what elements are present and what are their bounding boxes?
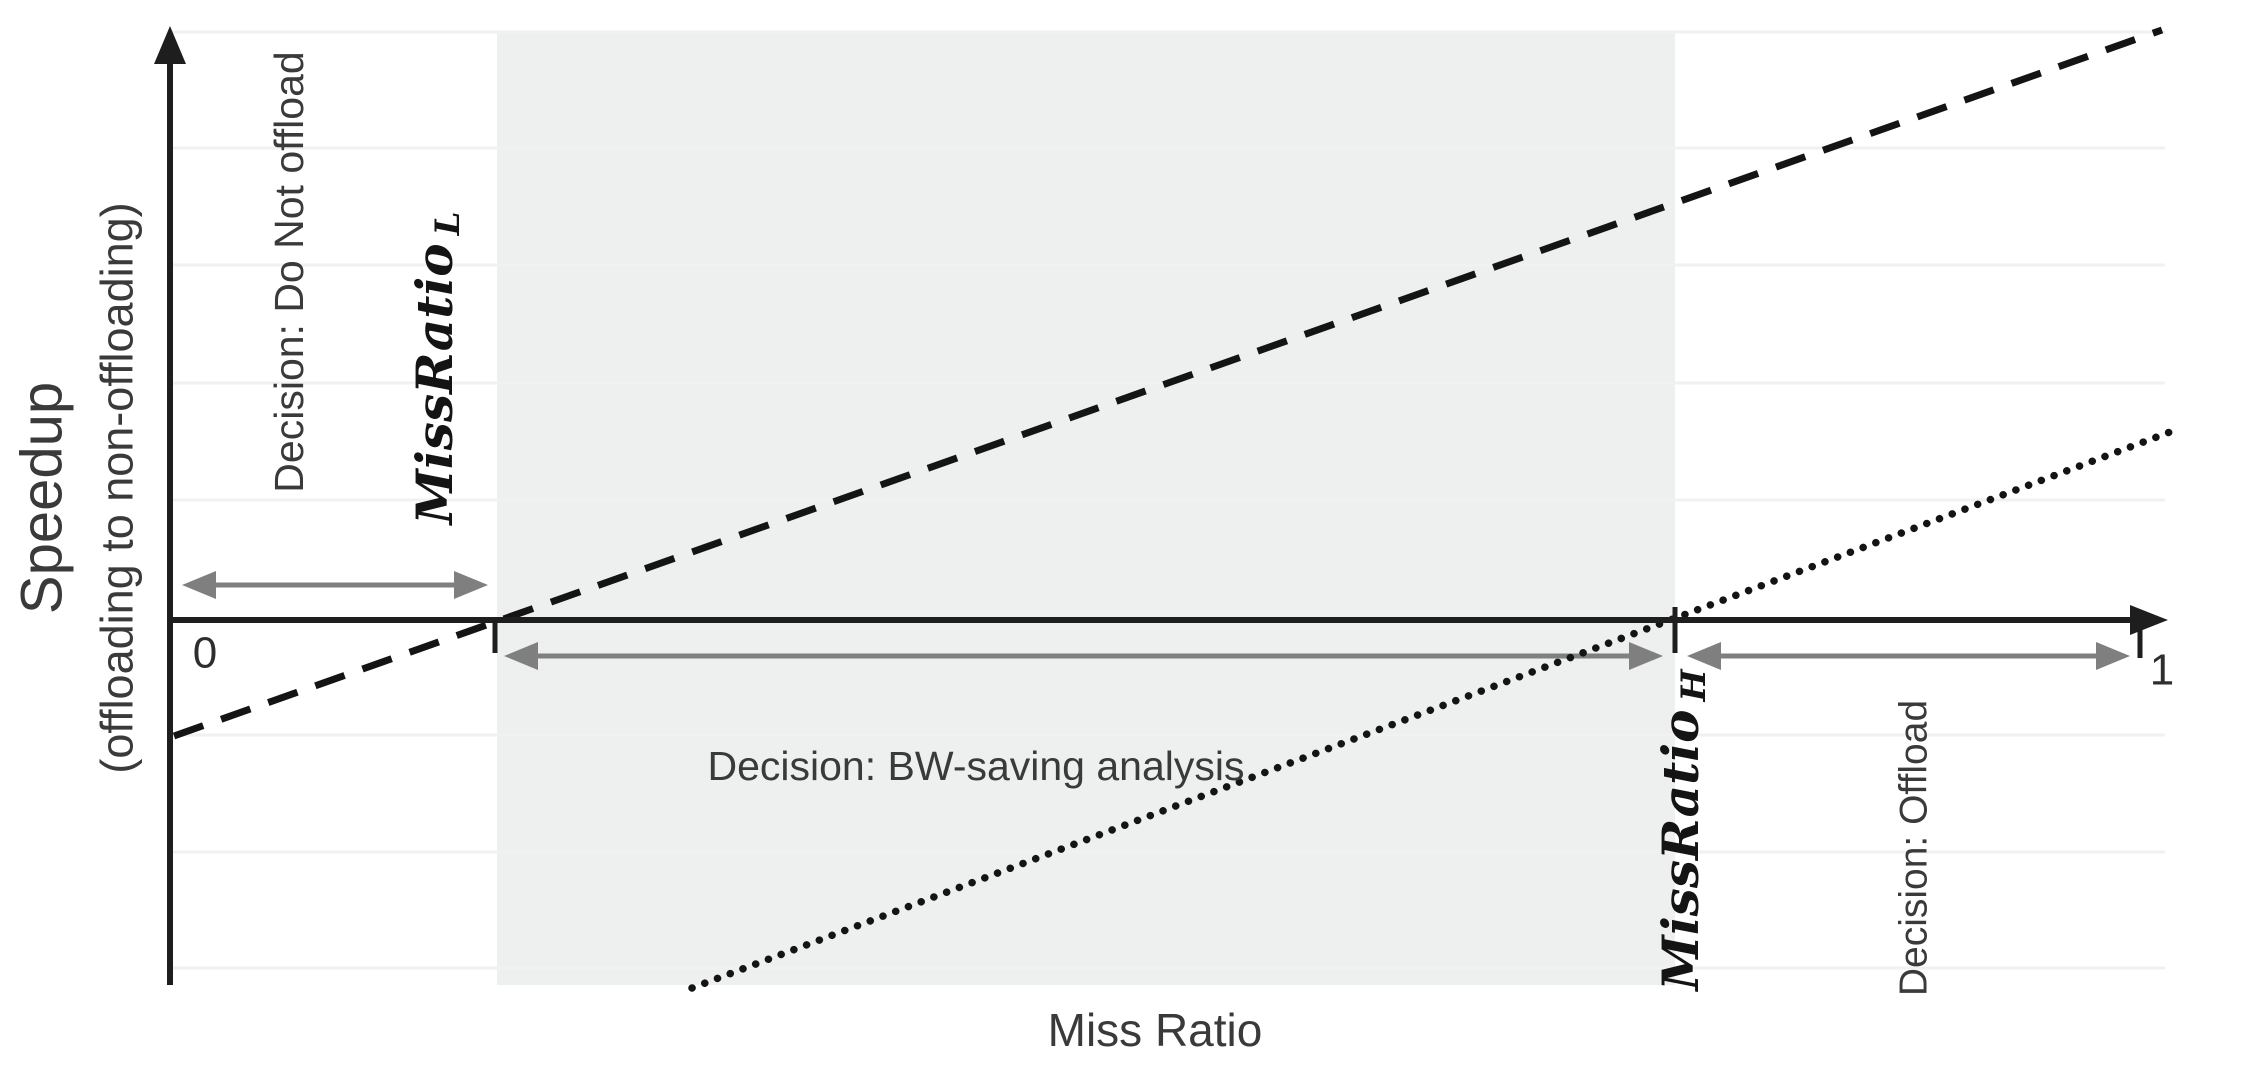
arrowhead-left-icon: [504, 642, 538, 670]
missratio-high-main: MissRatio: [1651, 709, 1710, 992]
y-axis-arrowhead-icon: [154, 26, 186, 64]
gridlines: [172, 30, 2165, 970]
bw-saving-shaded-region: [497, 33, 1675, 985]
dotted-speedup-line: [688, 428, 2174, 992]
axis-arrowheads: [154, 26, 2168, 635]
region-label-do-not-offload: Decision: Do Not offload: [266, 51, 312, 492]
threshold-labels: MissRatio L MissRatio H: [405, 211, 1715, 992]
range-arrowheads: [182, 571, 2130, 670]
arrowhead-left-icon: [182, 571, 216, 599]
arrowhead-left-icon: [1687, 642, 1721, 670]
arrowhead-right-icon: [2096, 642, 2130, 670]
x-tick-label-zero: 0: [193, 629, 217, 678]
labels: Speedup (offloading to non-offloading) M…: [10, 51, 1936, 1056]
missratio-high-subscript: H: [1674, 667, 1714, 702]
x-axis-title: Miss Ratio: [1048, 1004, 1263, 1056]
range-arrows: [210, 582, 2104, 659]
axes: [167, 58, 2143, 985]
arrowhead-right-icon: [1629, 642, 1663, 670]
region-label-offload: Decision: Offload: [1893, 700, 1936, 996]
x-axis-arrowhead-icon: [2130, 605, 2168, 635]
missratio-low-subscript: L: [428, 211, 468, 236]
x-tick-label-one: 1: [2150, 646, 2174, 695]
region-label-bw-saving: Decision: BW-saving analysis: [707, 743, 1244, 789]
axis-numbers: 0 1: [193, 629, 2174, 695]
arrowhead-right-icon: [454, 571, 488, 599]
y-axis-subtitle: (offloading to non-offloading): [92, 202, 143, 773]
missratio-low-label: MissRatio L: [405, 211, 469, 526]
y-axis-title: Speedup: [10, 382, 75, 614]
missratio-high-label: MissRatio H: [1651, 667, 1715, 992]
missratio-low-main: MissRatio: [405, 243, 464, 526]
